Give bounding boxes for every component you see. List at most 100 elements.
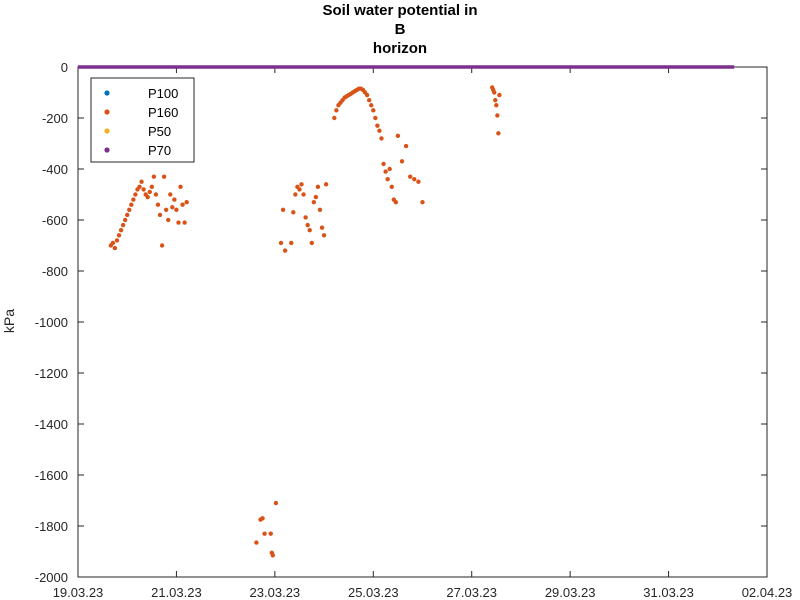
data-point-p160 (387, 166, 392, 172)
data-point-p160 (147, 189, 152, 195)
legend-label-p50: P50 (148, 124, 171, 139)
data-point-p160 (495, 113, 500, 118)
chart-title-line-1: Soil water potential in (322, 2, 477, 19)
data-point-p160 (268, 531, 273, 536)
data-point-p160 (157, 212, 163, 218)
data-point-p160 (127, 207, 132, 212)
data-point-p160 (311, 199, 317, 205)
data-point-p160 (172, 197, 177, 202)
chart-title-line-3: horizon (373, 40, 427, 57)
data-point-p160 (153, 192, 159, 197)
data-point-p160 (182, 220, 187, 225)
data-point-p160 (178, 184, 183, 190)
data-point-p160 (184, 199, 189, 205)
data-point-p160 (492, 90, 497, 95)
data-point-p160 (110, 240, 116, 246)
data-point-p160 (125, 212, 130, 218)
data-point-p160 (364, 92, 370, 98)
y-tick-label: 0 (61, 60, 68, 75)
legend-marker-p160 (104, 109, 110, 115)
data-point-p160 (139, 179, 144, 184)
data-point-p160 (303, 215, 308, 220)
y-tick-label: -800 (42, 264, 68, 279)
data-point-p160 (381, 161, 386, 167)
y-tick-label: -1800 (35, 519, 68, 534)
data-point-p160 (180, 202, 185, 207)
legend-label-p100: P100 (148, 86, 178, 101)
chart-title: Soil water potential in B horizon (322, 2, 477, 57)
data-point-p160 (122, 217, 128, 223)
data-point-p160 (291, 210, 296, 215)
data-point-p160 (174, 207, 179, 212)
data-point-p160 (393, 199, 399, 205)
x-tick-label: 27.03.23 (446, 585, 497, 600)
data-point-p160 (163, 207, 169, 212)
data-point-p160 (116, 233, 122, 238)
legend-label-p70: P70 (148, 143, 171, 158)
data-point-p160 (332, 115, 337, 121)
data-point-p160 (395, 133, 401, 139)
data-point-p160 (321, 233, 327, 238)
x-axis: 19.03.23 21.03.23 23.03.23 25.03.23 27.03.23… (53, 67, 792, 600)
y-tick-label: -1000 (35, 315, 68, 330)
y-axis-label: kPa (1, 309, 17, 333)
y-tick-label: -1400 (35, 417, 68, 432)
data-point-p160 (389, 184, 394, 190)
legend-marker-p100 (104, 90, 110, 96)
data-point-p160 (373, 115, 378, 121)
data-point-p160 (383, 169, 388, 174)
data-point-p160 (334, 108, 339, 113)
x-tick-label: 29.03.23 (545, 585, 596, 600)
data-point-p160 (278, 240, 284, 246)
data-point-p160 (403, 143, 409, 149)
data-point-p160 (112, 245, 118, 251)
data-point-p160 (155, 202, 161, 207)
legend-marker-p50 (104, 128, 110, 134)
data-point-p160 (254, 540, 259, 545)
data-point-p160 (137, 184, 142, 190)
data-point-p160 (494, 103, 499, 108)
data-point-p160 (161, 174, 167, 179)
y-tick-label: -1200 (35, 366, 68, 381)
y-axis: 0 -200 -400 -600 -800 -1000 -1200 -1400 -1600 -18… (35, 60, 767, 585)
data-point-p160 (317, 207, 323, 212)
data-point-p160 (416, 179, 421, 184)
y-tick-label: -1600 (35, 468, 68, 483)
data-point-p160 (307, 228, 312, 233)
data-point-p160 (377, 128, 382, 133)
y-tick-label: -400 (42, 162, 68, 177)
data-point-p160 (260, 516, 265, 521)
data-point-p160 (319, 225, 325, 230)
data-point-p160 (145, 194, 150, 200)
data-point-p160 (315, 184, 321, 190)
data-point-p160 (323, 182, 329, 187)
data-point-p160 (407, 174, 413, 179)
data-point-p160 (496, 131, 501, 136)
data-point-p160 (151, 174, 157, 179)
data-point-p160 (141, 187, 146, 192)
data-point-p160 (299, 182, 304, 187)
data-point-p160 (273, 500, 279, 506)
data-point-p160 (280, 207, 286, 212)
data-point-p160 (114, 238, 120, 243)
data-point-p160 (379, 136, 384, 141)
data-point-p160 (129, 202, 134, 207)
data-point-p160 (375, 123, 380, 128)
y-tick-label: -2000 (35, 570, 68, 585)
data-point-p160 (270, 553, 276, 558)
data-point-p160 (159, 243, 165, 248)
data-point-p160 (168, 192, 173, 197)
data-point-p160 (118, 228, 124, 233)
data-point-p160 (313, 194, 319, 200)
x-tick-label: 19.03.23 (53, 585, 104, 600)
data-point-p160 (366, 97, 372, 103)
data-point-p160 (412, 177, 417, 182)
legend-label-p160: P160 (148, 105, 178, 120)
x-tick-label: 25.03.23 (348, 585, 399, 600)
data-point-p160 (170, 205, 175, 210)
data-point-p160 (262, 531, 267, 536)
legend-marker-p70 (104, 147, 110, 153)
data-point-p160 (293, 192, 298, 197)
series-layer (78, 65, 735, 558)
data-point-p160 (497, 92, 502, 98)
